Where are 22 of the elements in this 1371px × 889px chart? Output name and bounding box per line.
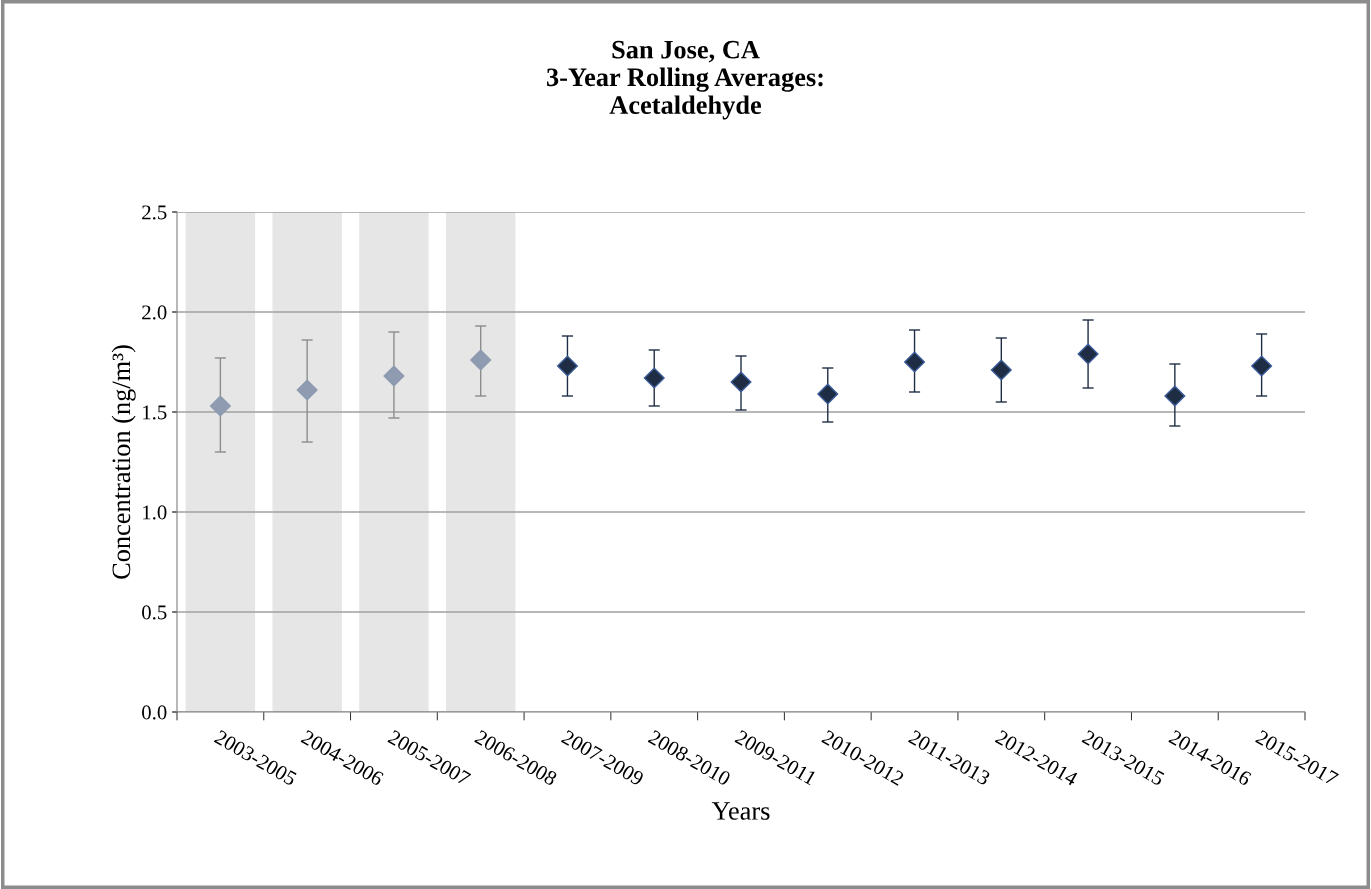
- y-tick-label: 1.0: [143, 505, 167, 520]
- point: [556, 355, 578, 377]
- x-axis-title: Years: [711, 802, 770, 820]
- point: [904, 351, 926, 373]
- point: [296, 379, 318, 401]
- point: [1077, 343, 1099, 365]
- y-tick-label: 1.5: [143, 405, 167, 420]
- y-tick-label: 2.5: [142, 205, 167, 220]
- point: [1251, 355, 1273, 377]
- y-tick-label: 2.0: [142, 305, 167, 320]
- point: [209, 395, 231, 417]
- point: [1164, 385, 1186, 407]
- y-axis-title: Concentration (ng/m³): [111, 345, 136, 579]
- y-tick-label: 0.0: [142, 705, 167, 720]
- point: [643, 367, 665, 389]
- chart-title: San Jose, CA 3-Year Rolling Averages: Acetaldehyde: [546, 40, 823, 120]
- point: [990, 359, 1012, 381]
- y-tick-label: 0.5: [142, 605, 167, 620]
- point: [383, 365, 405, 387]
- point: [730, 371, 752, 393]
- point: [817, 383, 839, 405]
- point: [470, 349, 492, 371]
